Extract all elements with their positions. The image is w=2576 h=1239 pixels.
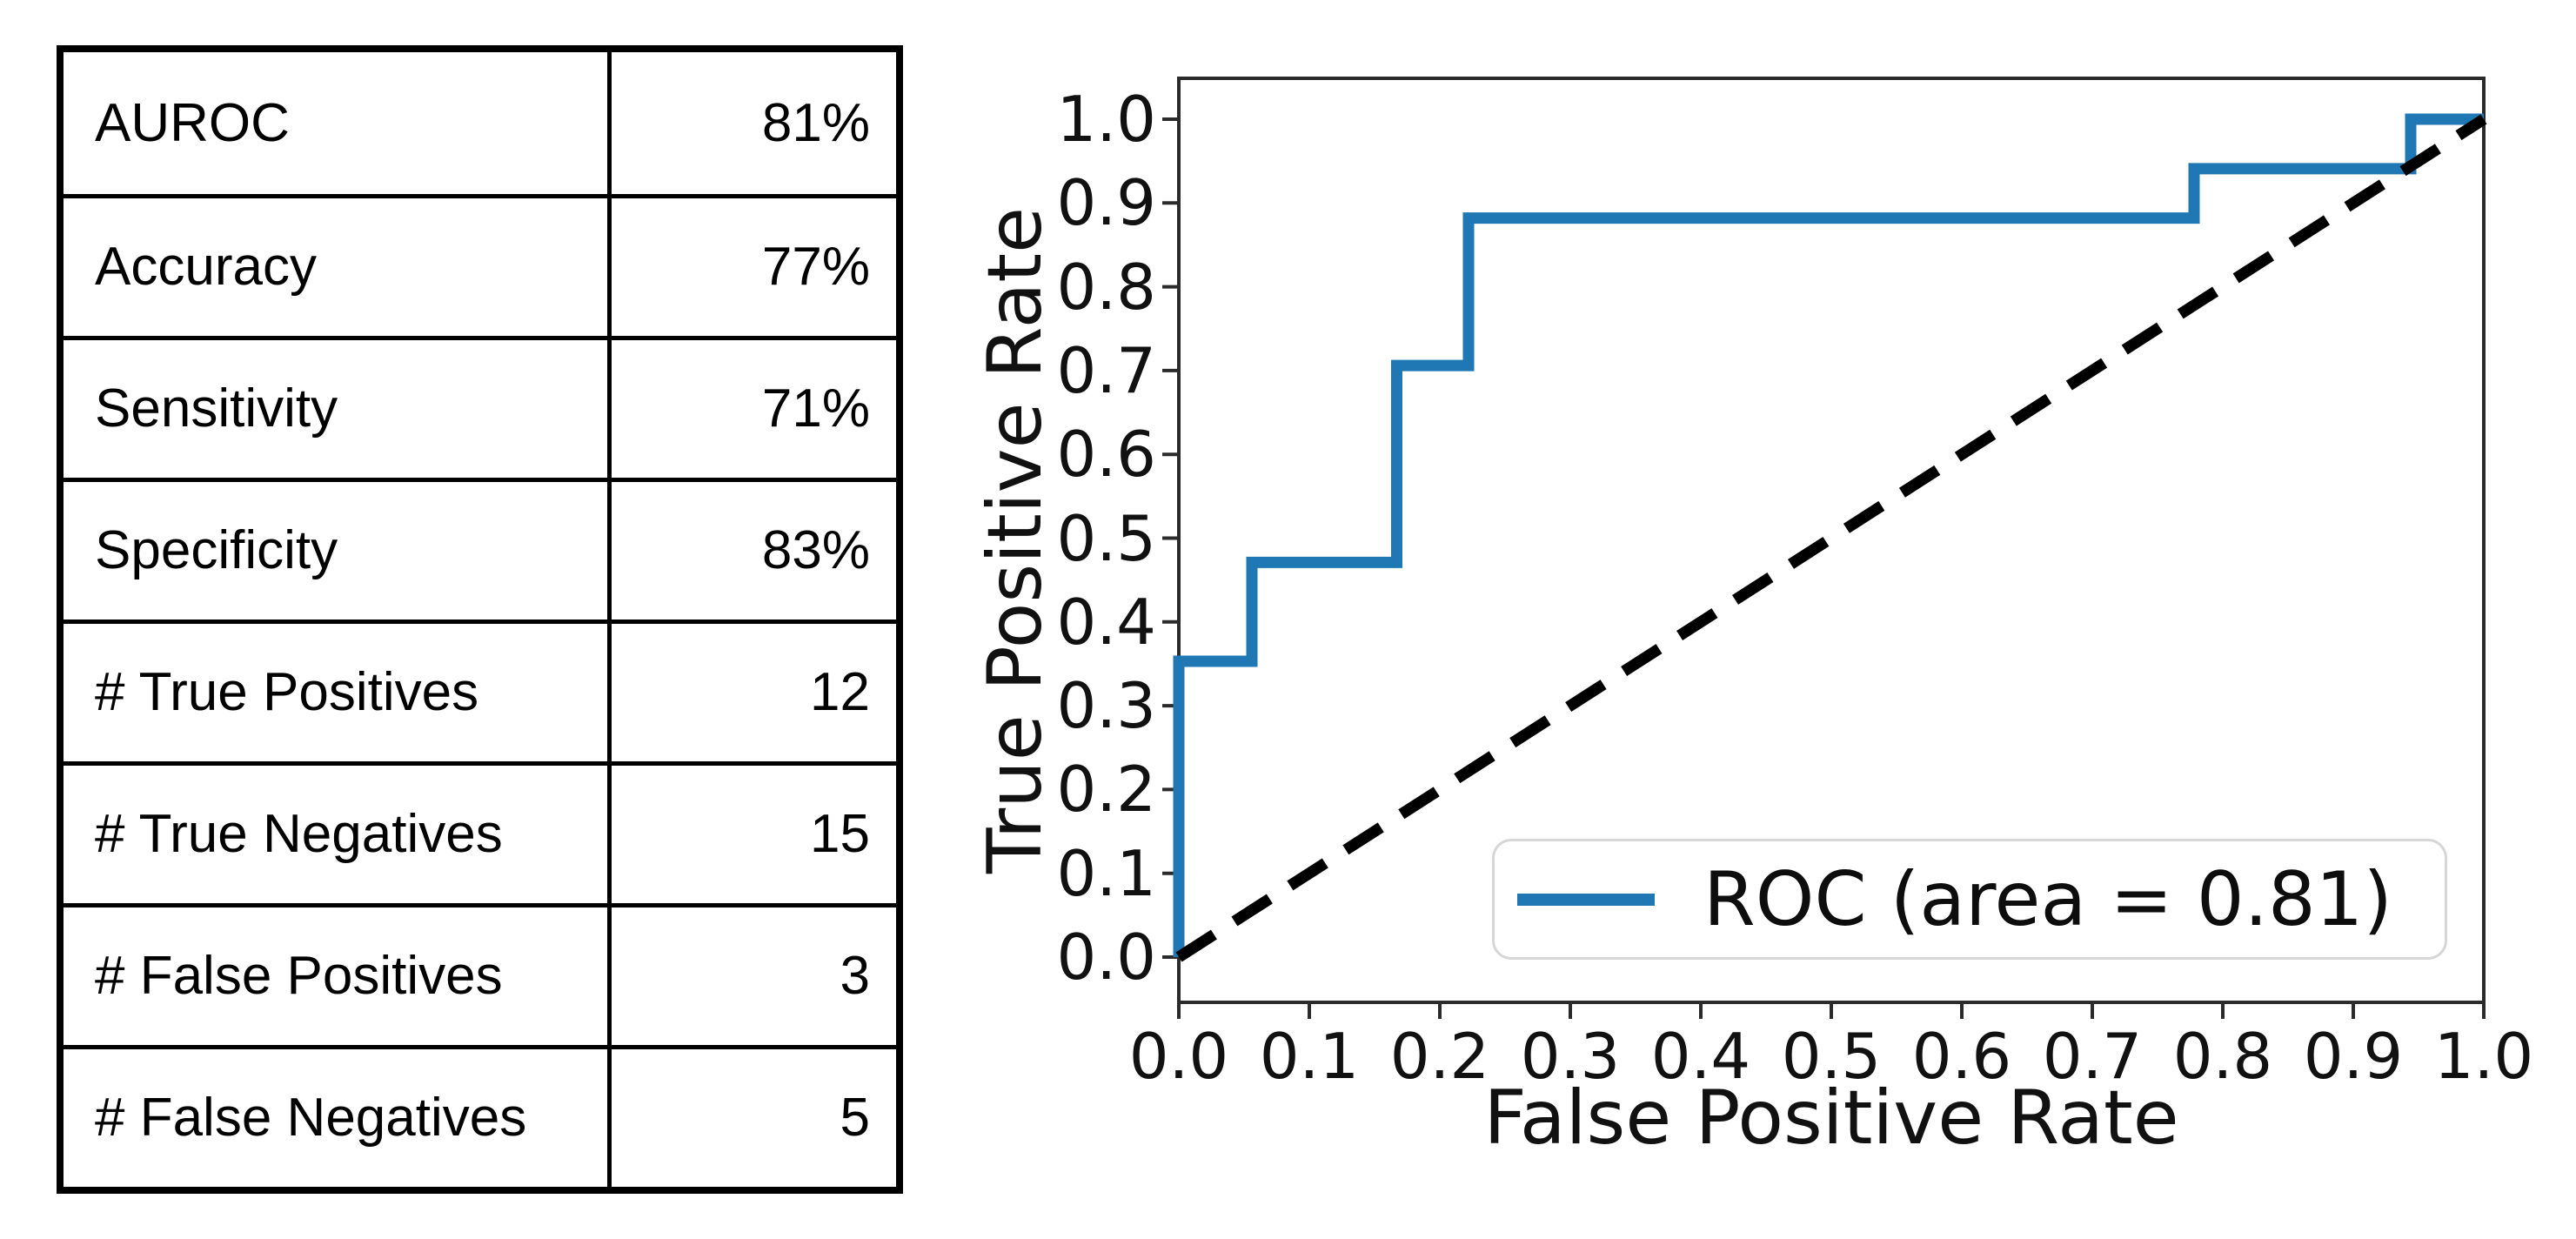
x-tick-label: 0.7: [2042, 1020, 2143, 1093]
y-tick-label: 0.8: [1056, 250, 1156, 324]
metric-label-cell: # False Positives: [95, 946, 503, 1006]
y-tick-label: 1.0: [1056, 83, 1156, 156]
x-tick-label: 0.9: [2303, 1020, 2404, 1093]
metric-label-cell: # True Positives: [95, 662, 479, 722]
x-tick-label: 0.0: [1128, 1020, 1229, 1093]
x-tick-label: 0.5: [1781, 1020, 1882, 1093]
table-row: Accuracy 77%: [64, 194, 896, 336]
table-row: Specificity 83%: [64, 478, 896, 620]
y-tick-label: 0.6: [1056, 418, 1156, 492]
y-axis-title: True Positive Rate: [972, 206, 1059, 874]
metric-value-cell: 83%: [607, 482, 896, 620]
y-tick-label: 0.3: [1056, 669, 1156, 743]
table-row: # False Negatives 5: [64, 1045, 896, 1187]
y-tick-label: 0.0: [1056, 921, 1156, 994]
legend: ROC (area = 0.81): [1492, 839, 2447, 960]
x-tick-label: 0.8: [2172, 1020, 2273, 1093]
x-tick-label: 0.1: [1259, 1020, 1360, 1093]
x-tick-label: 0.4: [1650, 1020, 1751, 1093]
roc-legend-line-sample: [1517, 893, 1655, 906]
metrics-table: AUROC 81% Accuracy 77% Sensitivity 71% S…: [57, 45, 903, 1194]
metric-label-cell: Accuracy: [95, 237, 317, 297]
metric-label-cell: AUROC: [95, 92, 290, 153]
plot-series-lines: [1173, 113, 2487, 962]
table-row: AUROC 81%: [64, 52, 896, 194]
y-tick-label: 0.5: [1056, 501, 1156, 575]
y-tick-label: 0.2: [1056, 753, 1156, 827]
metric-value-cell: 12: [607, 624, 896, 761]
table-row: # True Negatives 15: [64, 761, 896, 903]
y-tick-label: 0.4: [1056, 585, 1156, 659]
x-tick-label: 1.0: [2433, 1020, 2534, 1093]
chance-diagonal-line: [1175, 114, 2487, 962]
legend-label: ROC (area = 0.81): [1703, 855, 2392, 943]
y-tick-label: 0.9: [1056, 166, 1156, 240]
table-row: # True Positives 12: [64, 620, 896, 761]
metric-label-cell: Specificity: [95, 520, 338, 580]
metric-label-cell: # False Negatives: [95, 1088, 527, 1148]
x-tick-label: 0.2: [1389, 1020, 1490, 1093]
metric-value-cell: 3: [607, 907, 896, 1045]
metric-label-cell: Sensitivity: [95, 378, 338, 439]
metric-value-cell: 15: [607, 766, 896, 903]
table-row: Sensitivity 71%: [64, 336, 896, 478]
y-tick-label: 0.7: [1056, 333, 1156, 407]
x-tick-label: 0.3: [1520, 1020, 1621, 1093]
metric-value-cell: 71%: [607, 340, 896, 478]
x-tick-label: 0.6: [1911, 1020, 2012, 1093]
metric-label-cell: # True Negatives: [95, 804, 503, 864]
x-axis-title: False Positive Rate: [1483, 1075, 2179, 1162]
metric-value-cell: 81%: [607, 52, 896, 194]
metric-value-cell: 5: [607, 1049, 896, 1187]
table-row: # False Positives 3: [64, 903, 896, 1045]
y-tick-label: 0.1: [1056, 836, 1156, 910]
metric-value-cell: 77%: [607, 198, 896, 336]
